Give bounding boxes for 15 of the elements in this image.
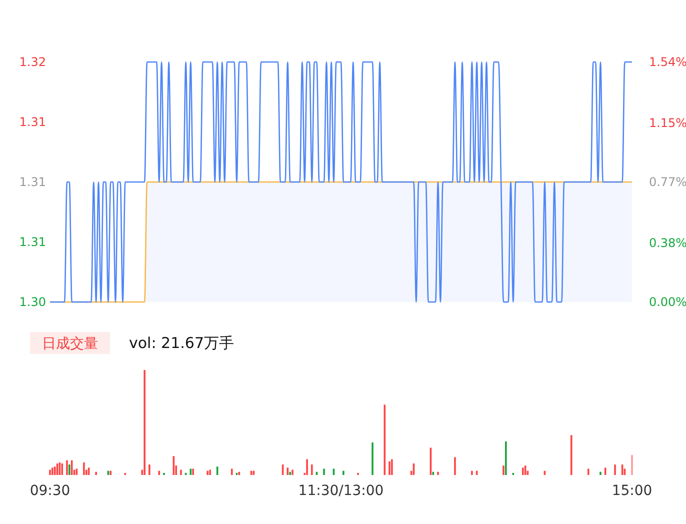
y-tick-label: 1.31 <box>19 115 46 129</box>
y-tick-label: 1.32 <box>19 55 46 69</box>
x-tick-label: 15:00 <box>612 483 652 499</box>
y-tick-label: 1.31 <box>19 235 46 249</box>
y2-tick-label: 0.77% <box>648 175 686 189</box>
text: 日成交量 <box>42 336 98 352</box>
y2-tick-label: 1.15% <box>648 116 686 130</box>
y2-tick-label: 1.54% <box>648 55 686 69</box>
y-tick-label: 1.31 <box>19 175 46 189</box>
y2-tick-label: 0.00% <box>648 295 686 309</box>
x-tick-label: 09:30 <box>30 483 70 499</box>
x-tick-label: 11:30/13:00 <box>298 483 384 499</box>
text: vol: 21.67万手 <box>129 334 234 352</box>
y-tick-label: 1.30 <box>19 295 46 309</box>
y2-tick-label: 0.38% <box>648 236 686 250</box>
